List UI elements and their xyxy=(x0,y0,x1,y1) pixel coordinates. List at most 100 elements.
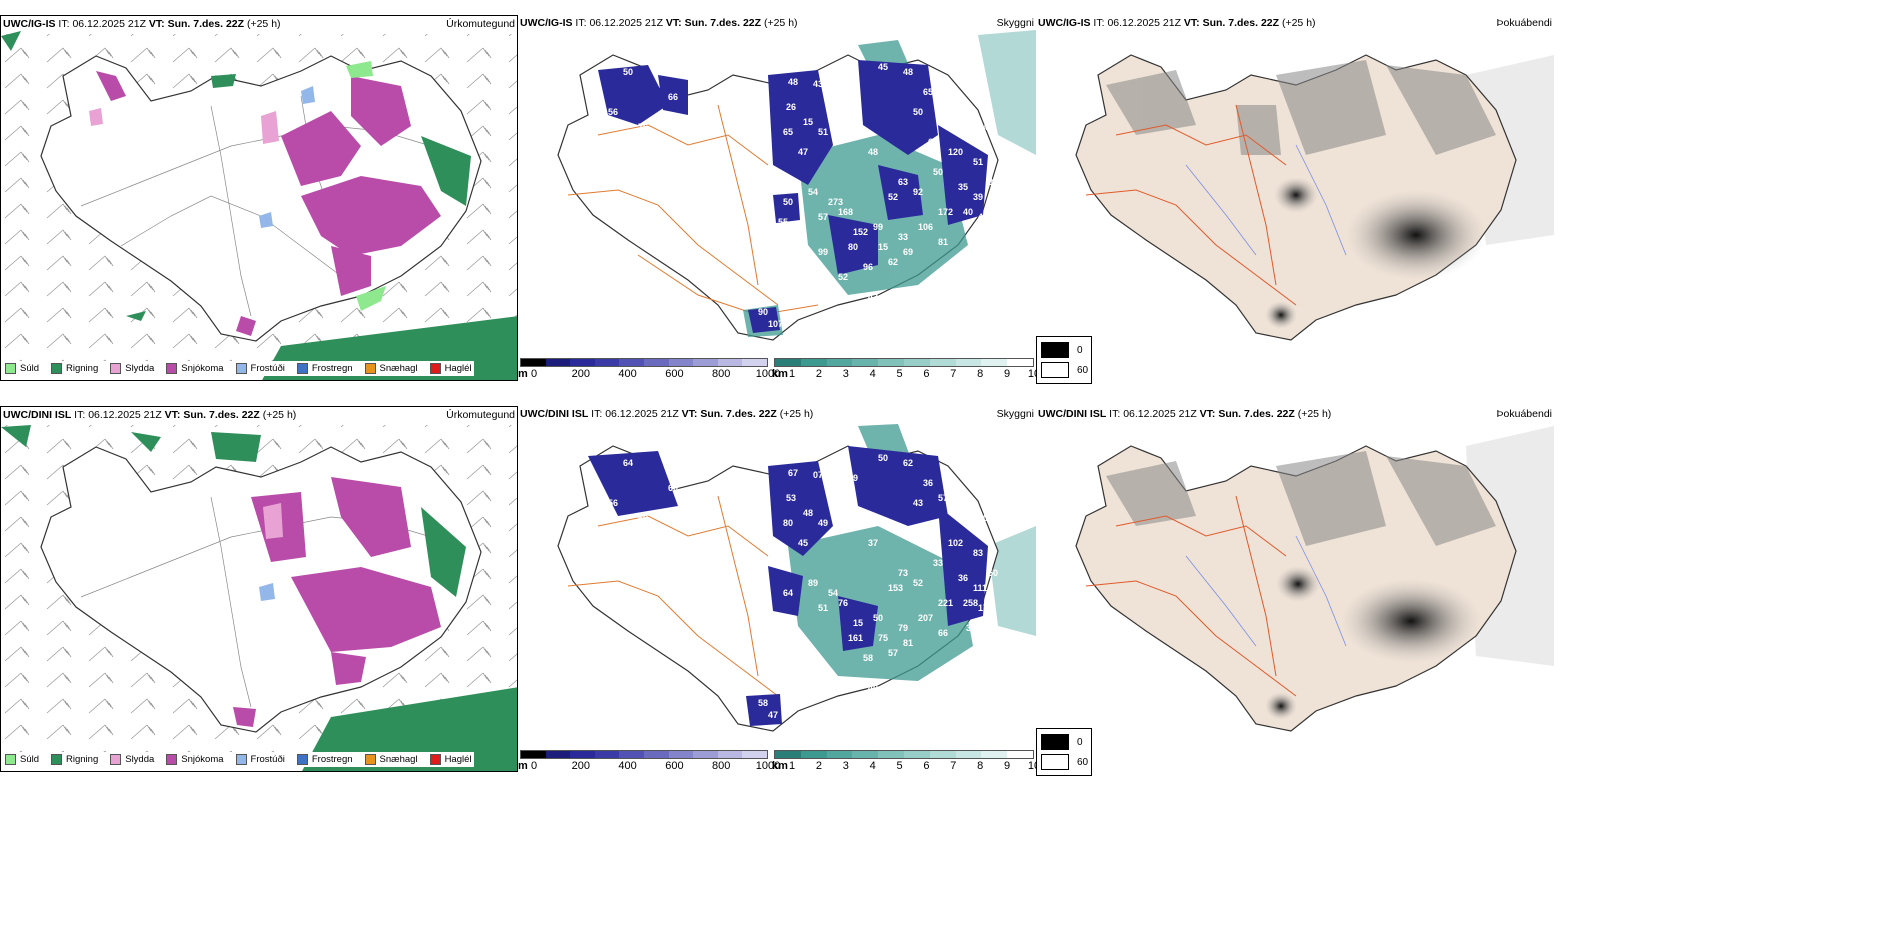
offshore-visibility xyxy=(978,30,1036,155)
colorbar-tick-label: 9 xyxy=(1004,760,1011,772)
ceiling-value-label: 81 xyxy=(903,638,913,648)
ceiling-value-label: 37 xyxy=(928,528,938,538)
fog-legend-item: 60 xyxy=(1041,362,1088,378)
ceiling-value-label: 57 xyxy=(818,212,828,222)
colorbar-strip xyxy=(774,750,1034,759)
legend-item: Snæhagl xyxy=(364,754,418,765)
colorbar-segment xyxy=(693,359,718,366)
legend-item: Haglél xyxy=(429,754,472,765)
highland-fog xyxy=(1106,60,1496,155)
ceiling-value-label: 60 xyxy=(668,483,678,493)
panel-variable-title: Úrkomutegund xyxy=(446,18,515,30)
ceiling-value-label: 65 xyxy=(923,87,933,97)
ceiling-value-label: 54 xyxy=(828,588,838,598)
ceiling-value-label: 56 xyxy=(608,498,618,508)
colorbar-segment xyxy=(800,751,827,758)
fog-panel-row2: UWC/DINI ISL IT: 06.12.2025 21Z VT: Sun.… xyxy=(1036,406,1554,772)
fog-legend-row1: 0 60 xyxy=(1036,336,1092,384)
precip-map xyxy=(1,31,517,380)
ceiling-value-label: 15 xyxy=(853,618,863,628)
precip-legend: Súld Rigning Slydda Snjókoma Frostúði Fr… xyxy=(3,361,474,376)
colorbar-segment xyxy=(643,751,669,758)
ceiling-value-label: 83 xyxy=(973,548,983,558)
colorbar-segment xyxy=(742,359,767,366)
ceiling-value-label: 99 xyxy=(818,247,828,257)
colorbar-segment xyxy=(981,751,1008,758)
colorbar-segment xyxy=(981,359,1008,366)
ceiling-value-label: 63 xyxy=(898,177,908,187)
cloud-ceiling-panel-row2: UWC/DINI ISL IT: 06.12.2025 21Z VT: Sun.… xyxy=(518,406,1036,772)
sleet-areas xyxy=(263,503,283,539)
legend-item: Súld xyxy=(5,363,39,374)
ceiling-value-label: 53 xyxy=(786,493,796,503)
frost-areas xyxy=(259,86,315,228)
ceiling-value-label: 52 xyxy=(888,192,898,202)
ceiling-value-label: 58 xyxy=(863,653,873,663)
colorbar-segment xyxy=(826,359,853,366)
ceiling-value-label: 48 xyxy=(788,77,798,87)
colorbar-unit: m xyxy=(518,368,528,380)
colorbar-segment xyxy=(521,359,546,366)
ceiling-value-label: 45 xyxy=(798,538,808,548)
colorbar-tick-label: 800 xyxy=(712,368,731,380)
highland-fog xyxy=(1106,451,1496,546)
colorbar-segment xyxy=(594,751,620,758)
visibility-colorbar-row2: km 1 2 3 4 5 6 7 8 9 10 xyxy=(772,746,1040,776)
ceiling-colorbar-row1: m 0 200 400 600 800 1000 xyxy=(518,354,780,384)
ceiling-value-label: 50 xyxy=(873,613,883,623)
legend-item: Frostregn xyxy=(296,754,353,765)
ceiling-value-label: 51 xyxy=(793,257,803,267)
colorbar-tick-label: 1000 xyxy=(755,368,781,380)
colorbar-segment xyxy=(742,751,767,758)
ceiling-value-label: 80 xyxy=(848,242,858,252)
ceiling-value-label: 88 xyxy=(588,473,598,483)
colorbar-tick-label: 0 xyxy=(530,760,538,772)
legend-swatch xyxy=(51,363,63,374)
legend-item: Súld xyxy=(5,754,39,765)
colorbar-tick-label: 6 xyxy=(923,760,930,772)
ceiling-value-label: 07 xyxy=(813,470,823,480)
colorbar-tick-label: 2 xyxy=(815,368,822,380)
ceiling-value-label: 50 xyxy=(988,568,998,578)
colorbar-tick-label: 800 xyxy=(712,760,731,772)
legend-swatch xyxy=(235,754,247,765)
legend-swatch xyxy=(296,754,308,765)
colorbar-segment xyxy=(717,359,743,366)
colorbar-tick-label: 4 xyxy=(869,760,876,772)
precip-type-panel-row1: UWC/IG-IS IT: 06.12.2025 21Z VT: Sun. 7.… xyxy=(0,15,518,381)
visibility-colorbar-row1: km 1 2 3 4 5 6 7 8 9 10 xyxy=(772,354,1040,384)
ceiling-value-label: 172 xyxy=(938,207,953,217)
colorbar-tick-label: 7 xyxy=(950,760,957,772)
ceiling-value-label: 15 xyxy=(803,117,813,127)
colorbar-segment xyxy=(955,751,982,758)
colorbar-tick-label: 3 xyxy=(842,760,849,772)
rivers xyxy=(1185,144,1347,256)
colorbar-segment xyxy=(643,359,669,366)
ceiling-value-label: 50 xyxy=(933,167,943,177)
ceiling-value-label: 33 xyxy=(898,232,908,242)
offshore-visibility xyxy=(988,526,1036,636)
ceiling-value-label: 50 xyxy=(878,453,888,463)
legend-item: Rigning xyxy=(51,363,98,374)
colorbar-unit: km xyxy=(772,760,788,772)
legend-swatch xyxy=(166,363,178,374)
panel-variable-title: Þokuábendi xyxy=(1496,408,1552,420)
frost-areas xyxy=(259,583,275,601)
panel-title: UWC/DINI ISL IT: 06.12.2025 21Z VT: Sun.… xyxy=(3,409,297,421)
fog-legend-item: 0 xyxy=(1041,734,1083,750)
ceiling-value-label: 51 xyxy=(973,157,983,167)
legend-item: Snjókoma xyxy=(166,754,224,765)
ceiling-value-label: 221 xyxy=(938,598,953,608)
dense-fog xyxy=(1265,301,1297,329)
colorbar-strip xyxy=(520,750,768,759)
colorbar-tick-label: 600 xyxy=(665,760,684,772)
ceiling-value-label: 66 xyxy=(668,92,678,102)
snow-areas xyxy=(96,71,441,336)
colorbar-tick-label: 7 xyxy=(950,368,957,380)
colorbar-segment xyxy=(668,751,694,758)
legend-swatch xyxy=(166,754,178,765)
colorbar-segment xyxy=(929,359,956,366)
ceiling-value-label: 50 xyxy=(783,197,793,207)
ceiling-value-label: 34 xyxy=(988,177,998,187)
fog-map xyxy=(1075,54,1554,341)
